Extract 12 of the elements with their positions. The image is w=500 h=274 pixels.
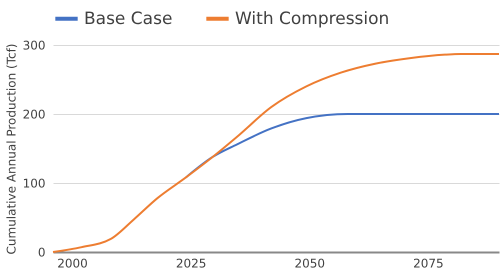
x-tick-label: 2025 — [176, 256, 206, 270]
line-series — [52, 52, 500, 253]
x-tick-label: 2075 — [413, 256, 444, 270]
legend-label: Base Case — [84, 8, 172, 29]
x-tick-label: 2050 — [294, 256, 325, 270]
y-tick-label: 0 — [38, 246, 46, 260]
y-tick-label: 200 — [22, 108, 46, 122]
y-axis-title: Cumulative Annual Production (Tcf) — [4, 44, 19, 254]
x-tick-label: 2000 — [57, 256, 88, 270]
y-tick-label: 300 — [22, 38, 46, 52]
y-tick-label: 100 — [22, 176, 46, 190]
legend-label: With Compression — [235, 8, 390, 29]
